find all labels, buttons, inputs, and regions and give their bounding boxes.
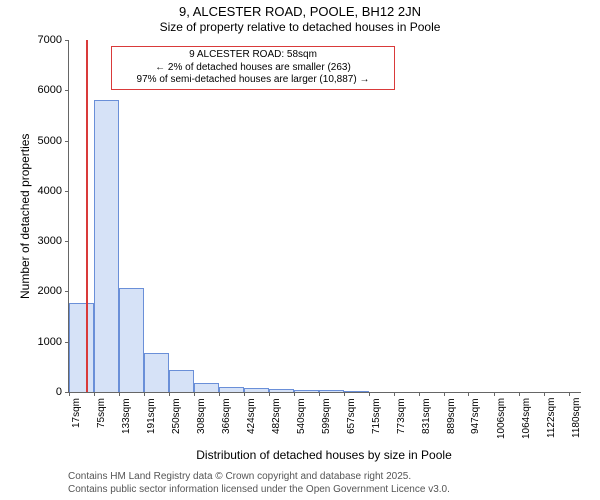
histogram-bar xyxy=(219,387,244,392)
histogram-bar xyxy=(94,100,119,392)
x-axis-label: Distribution of detached houses by size … xyxy=(68,448,580,462)
xtick-label: 1064sqm xyxy=(521,398,532,439)
xtick-label: 17sqm xyxy=(71,398,82,428)
xtick-mark xyxy=(119,392,120,396)
xtick-mark xyxy=(369,392,370,396)
xtick-label: 191sqm xyxy=(146,398,157,434)
xtick-label: 715sqm xyxy=(371,398,382,434)
chart-title-main: 9, ALCESTER ROAD, POOLE, BH12 2JN xyxy=(0,4,600,19)
ytick-label: 5000 xyxy=(0,135,62,147)
xtick-mark xyxy=(468,392,469,396)
ytick-label: 1000 xyxy=(0,336,62,348)
xtick-label: 133sqm xyxy=(121,398,132,434)
xtick-label: 424sqm xyxy=(246,398,257,434)
ytick-mark xyxy=(65,141,69,142)
histogram-bar xyxy=(119,288,144,392)
xtick-label: 1006sqm xyxy=(496,398,507,439)
xtick-mark xyxy=(319,392,320,396)
histogram-bar xyxy=(244,388,269,392)
chart-title-sub: Size of property relative to detached ho… xyxy=(0,20,600,34)
y-axis-label: Number of detached properties xyxy=(18,133,32,298)
xtick-label: 1180sqm xyxy=(571,398,582,438)
histogram-bar xyxy=(194,383,219,392)
ytick-label: 3000 xyxy=(0,235,62,247)
xtick-label: 308sqm xyxy=(196,398,207,434)
xtick-mark xyxy=(419,392,420,396)
attribution-text: Contains HM Land Registry data © Crown c… xyxy=(68,471,450,496)
xtick-mark xyxy=(219,392,220,396)
xtick-mark xyxy=(144,392,145,396)
ytick-label: 2000 xyxy=(0,285,62,297)
ytick-mark xyxy=(65,241,69,242)
xtick-mark xyxy=(544,392,545,396)
ytick-label: 6000 xyxy=(0,84,62,96)
xtick-label: 540sqm xyxy=(296,398,307,434)
ytick-label: 0 xyxy=(0,386,62,398)
histogram-bar xyxy=(69,303,94,393)
xtick-label: 75sqm xyxy=(96,398,107,428)
histogram-bar xyxy=(269,389,294,392)
xtick-mark xyxy=(269,392,270,396)
xtick-label: 599sqm xyxy=(321,398,332,434)
histogram-bar xyxy=(344,391,369,392)
annotation-line: 97% of semi-detached houses are larger (… xyxy=(117,74,389,87)
xtick-label: 1122sqm xyxy=(546,398,557,438)
xtick-mark xyxy=(69,392,70,396)
xtick-mark xyxy=(344,392,345,396)
ytick-mark xyxy=(65,191,69,192)
attribution-line: Contains public sector information licen… xyxy=(68,484,450,497)
histogram-bar xyxy=(144,353,169,392)
annotation-line: 9 ALCESTER ROAD: 58sqm xyxy=(117,49,389,62)
annotation-line: ← 2% of detached houses are smaller (263… xyxy=(117,62,389,75)
xtick-label: 947sqm xyxy=(470,398,481,434)
xtick-label: 889sqm xyxy=(446,398,457,434)
xtick-mark xyxy=(169,392,170,396)
ytick-label: 7000 xyxy=(0,34,62,46)
xtick-label: 366sqm xyxy=(221,398,232,434)
xtick-mark xyxy=(194,392,195,396)
attribution-line: Contains HM Land Registry data © Crown c… xyxy=(68,471,450,484)
xtick-mark xyxy=(394,392,395,396)
ytick-mark xyxy=(65,40,69,41)
xtick-mark xyxy=(494,392,495,396)
xtick-mark xyxy=(519,392,520,396)
xtick-label: 657sqm xyxy=(346,398,357,434)
xtick-label: 482sqm xyxy=(271,398,282,434)
xtick-mark xyxy=(444,392,445,396)
xtick-label: 250sqm xyxy=(171,398,182,434)
xtick-label: 773sqm xyxy=(396,398,407,434)
xtick-label: 831sqm xyxy=(421,398,432,434)
xtick-mark xyxy=(94,392,95,396)
ytick-label: 4000 xyxy=(0,185,62,197)
histogram-bar xyxy=(319,390,344,392)
xtick-mark xyxy=(244,392,245,396)
xtick-mark xyxy=(294,392,295,396)
annotation-box: 9 ALCESTER ROAD: 58sqm← 2% of detached h… xyxy=(111,46,395,90)
chart-plot-area: 9 ALCESTER ROAD: 58sqm← 2% of detached h… xyxy=(68,40,581,393)
xtick-mark xyxy=(569,392,570,396)
ytick-mark xyxy=(65,291,69,292)
ytick-mark xyxy=(65,90,69,91)
reference-line xyxy=(86,40,88,392)
histogram-bar xyxy=(294,390,319,393)
histogram-bar xyxy=(169,370,194,392)
